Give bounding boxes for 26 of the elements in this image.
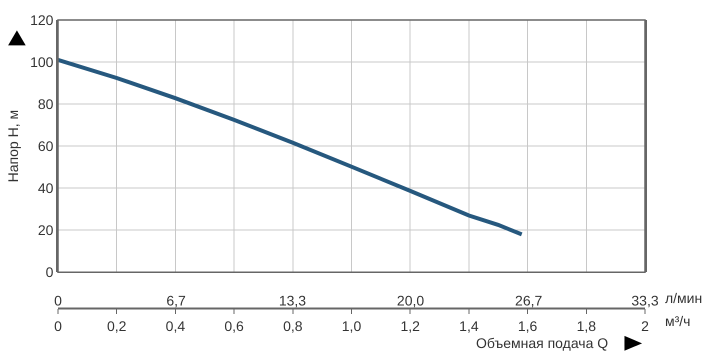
x-tick-label: 1,2 — [400, 318, 420, 334]
y-tick-label: 80 — [38, 96, 54, 112]
y-tick-label: 0 — [46, 264, 54, 280]
x2-tick-label: 13,3 — [278, 292, 306, 308]
x2-tick-label: 33,3 — [631, 292, 659, 308]
y-axis-title: Напор H, м — [5, 110, 22, 182]
x-tick-label: 2 — [641, 318, 650, 334]
x-tick-label: 0,6 — [224, 318, 244, 334]
y-tick-label: 60 — [38, 138, 54, 154]
y-tick-label: 120 — [30, 12, 54, 28]
y-tick-label: 20 — [38, 222, 54, 238]
x-tick-label: 0,8 — [283, 318, 303, 334]
x2-tick-label: 26,7 — [515, 292, 542, 308]
x-axis-title: Объемная подача Q — [476, 335, 608, 351]
x-tick-label: 0,2 — [106, 318, 127, 334]
x-tick-label: 1,4 — [459, 318, 479, 334]
y-tick-label: 100 — [30, 54, 54, 70]
x-tick-label: 1,6 — [518, 318, 538, 334]
x-tick-label: 0,4 — [166, 318, 186, 334]
text: м³/ч — [665, 313, 690, 329]
y-tick-label: 40 — [38, 180, 54, 196]
x-tick-label: 1,0 — [342, 318, 362, 334]
x2-tick-label: 20,0 — [396, 292, 424, 308]
x2-axis-title: л/мин — [665, 290, 702, 306]
x-tick-label: 1,8 — [576, 318, 596, 334]
x2-tick-label: 6,7 — [166, 292, 186, 308]
